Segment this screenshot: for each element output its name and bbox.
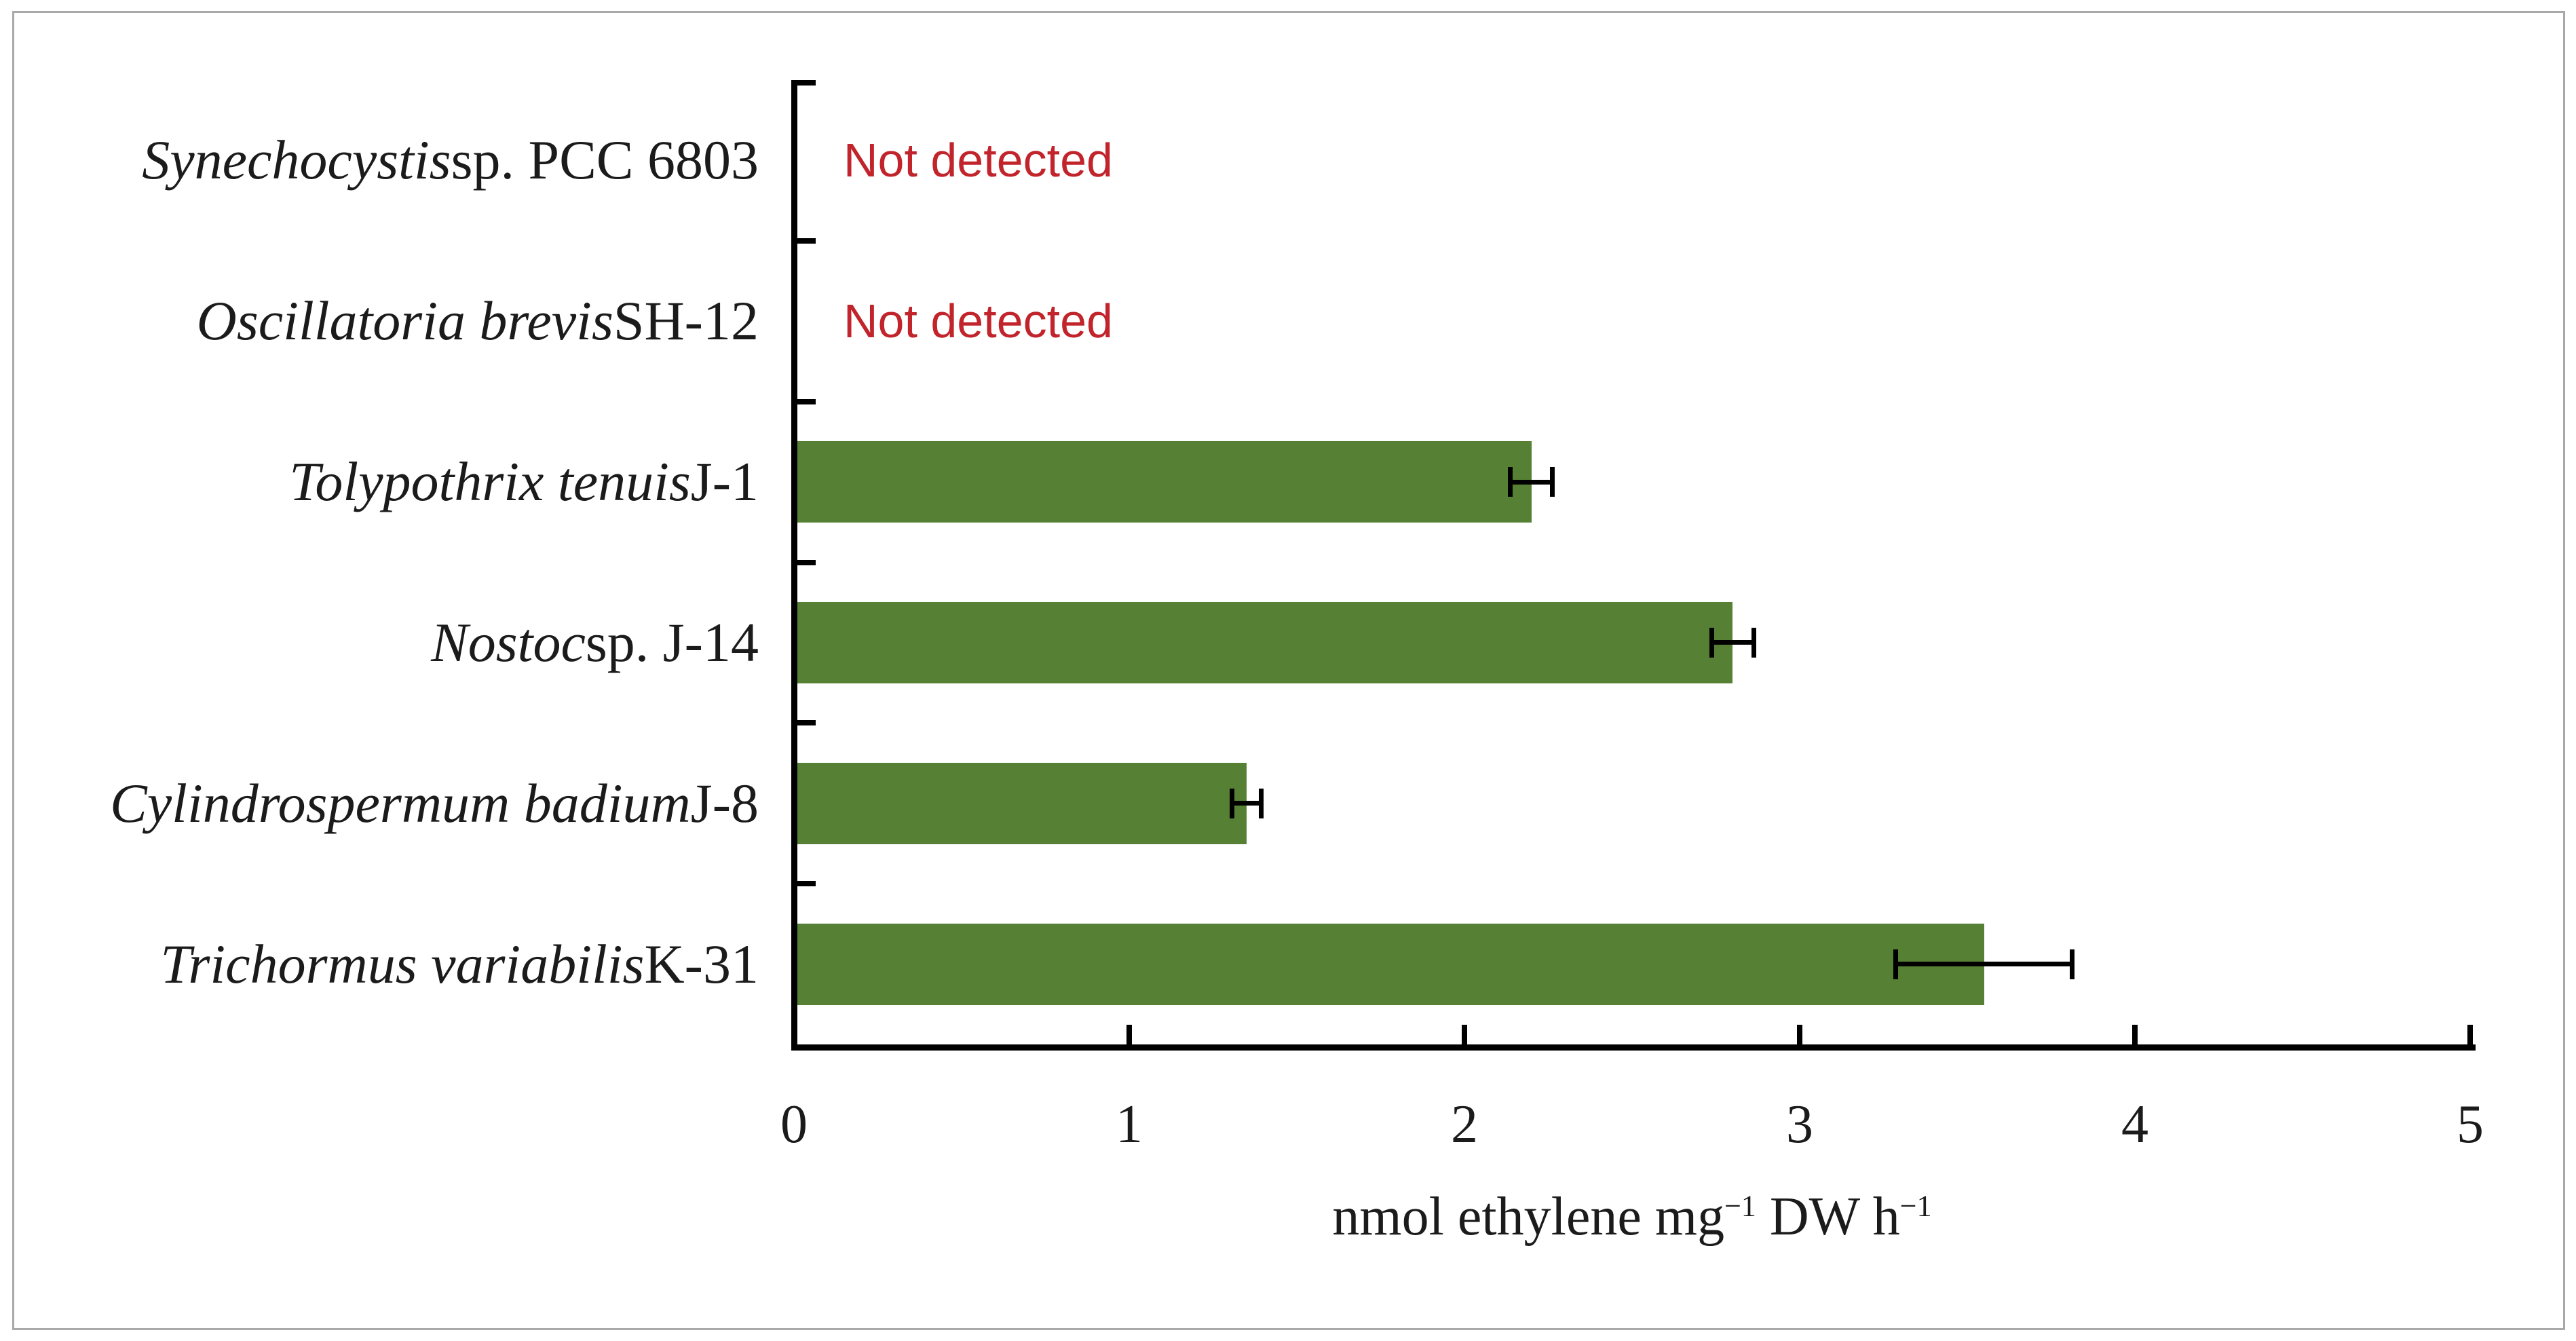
axis-title-text: DW h [1756, 1187, 1900, 1247]
strain-name: sp. PCC 6803 [451, 129, 759, 191]
x-tick-label: 5 [2457, 1095, 2484, 1154]
strain-name: J-8 [690, 772, 759, 834]
x-tick-mark [1797, 1025, 1802, 1044]
category-row: Oscillatoria brevis SH-12 Not detected [0, 241, 2576, 402]
y-axis-line [791, 80, 797, 1051]
x-tick-mark [2467, 1025, 2473, 1044]
category-row: Nostoc sp. J-14 [0, 562, 2576, 723]
strain-name: J-1 [690, 451, 759, 513]
axis-title-text: nmol ethylene mg [1332, 1187, 1725, 1247]
bar [794, 923, 1984, 1005]
x-axis-line [791, 1044, 2476, 1051]
x-tick-label: 3 [1786, 1095, 1813, 1154]
x-axis-title: nmol ethylene mg−1 DW h−1 [1332, 1186, 1931, 1248]
y-tick-mark [797, 720, 816, 726]
category-label: Trichormus variabilis K-31 [0, 884, 759, 1044]
strain-name: sp. J-14 [585, 611, 759, 673]
bar [794, 762, 1247, 844]
species-name-italic: Oscillatoria brevis [196, 290, 613, 352]
species-name-italic: Tolypothrix tenuis [289, 451, 691, 513]
x-tick-mark [1462, 1025, 1467, 1044]
category-label: Nostoc sp. J-14 [0, 562, 759, 723]
axis-title-sup: −1 [1899, 1189, 1932, 1223]
category-row: Cylindrospermum badium J-8 [0, 723, 2576, 884]
bar [794, 441, 1532, 523]
axis-title-sup: −1 [1724, 1189, 1756, 1223]
category-row: Synechocystis sp. PCC 6803 Not detected [0, 80, 2576, 241]
x-tick-label: 1 [1116, 1095, 1143, 1154]
species-name-italic: Cylindrospermum badium [110, 772, 691, 834]
category-row: Tolypothrix tenuis J-1 [0, 402, 2576, 563]
error-bar [1508, 467, 1555, 497]
category-rows: Synechocystis sp. PCC 6803 Not detected … [0, 80, 2576, 1044]
y-tick-mark [797, 881, 816, 887]
x-tick-label: 2 [1451, 1095, 1478, 1154]
x-tick-label: 4 [2121, 1095, 2148, 1154]
x-tick-mark [2132, 1025, 2138, 1044]
species-name-italic: Trichormus variabilis [160, 932, 645, 995]
y-tick-mark [797, 238, 816, 244]
error-bar [1893, 949, 2075, 979]
not-detected-label: Not detected [844, 295, 1113, 348]
x-tick-mark [1126, 1025, 1132, 1044]
bar [794, 601, 1733, 683]
error-bar [1230, 788, 1264, 818]
species-name-italic: Synechocystis [142, 129, 451, 191]
category-label: Tolypothrix tenuis J-1 [0, 402, 759, 563]
error-bar [1709, 627, 1756, 658]
species-name-italic: Nostoc [431, 611, 586, 673]
y-tick-mark [797, 559, 816, 565]
strain-name: K-31 [644, 932, 759, 995]
y-tick-mark [797, 398, 816, 404]
category-label: Cylindrospermum badium J-8 [0, 723, 759, 884]
strain-name: SH-12 [613, 290, 759, 352]
category-row: Trichormus variabilis K-31 [0, 884, 2576, 1044]
y-tick-mark [797, 80, 816, 86]
category-label: Oscillatoria brevis SH-12 [0, 241, 759, 402]
category-label: Synechocystis sp. PCC 6803 [0, 80, 759, 241]
x-tick-label: 0 [780, 1095, 808, 1154]
not-detected-label: Not detected [844, 134, 1113, 187]
